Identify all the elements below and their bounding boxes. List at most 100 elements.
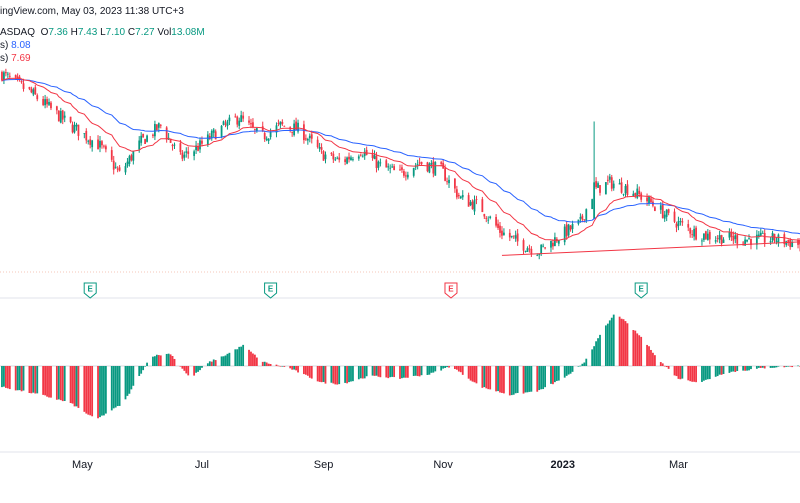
histogram-bar (373, 366, 376, 376)
histogram-bar (318, 366, 321, 382)
candle-body (604, 182, 607, 195)
histogram-bar (426, 366, 429, 375)
candle (483, 213, 486, 219)
histogram-bar (104, 366, 107, 414)
candle (665, 209, 668, 222)
ma-slow-prefix: s) (0, 40, 9, 51)
histogram-bar (283, 366, 286, 367)
candle-body (675, 223, 678, 228)
candle (648, 195, 650, 206)
histogram-bar (440, 366, 443, 371)
candle-body (142, 133, 145, 138)
histogram-bar (789, 366, 792, 367)
histogram-bar (552, 366, 554, 385)
candle (71, 121, 74, 134)
histogram-bar (293, 366, 296, 370)
candle (187, 146, 190, 159)
candle (501, 226, 503, 240)
candle (142, 133, 145, 138)
histogram-bar (473, 366, 476, 383)
histogram-bar (571, 366, 574, 372)
candle-body (536, 255, 539, 257)
histogram-bar (222, 356, 225, 366)
candle (32, 87, 35, 97)
candle (48, 98, 50, 107)
ma-slow-value: 8.08 (11, 40, 31, 51)
candle-body (330, 153, 333, 154)
candle-body (528, 248, 531, 250)
candle (385, 158, 388, 168)
candle-body (581, 215, 584, 220)
histogram-bar (320, 366, 323, 383)
candle (530, 246, 533, 258)
candle-body (277, 123, 280, 124)
candle-body (516, 233, 519, 242)
histogram-bar (130, 366, 133, 390)
candle (357, 154, 360, 161)
histogram-bar (444, 366, 446, 368)
candle-body (306, 138, 309, 141)
candle (612, 180, 615, 191)
candle-body (557, 240, 560, 244)
candle-body (103, 145, 105, 147)
histogram-bar (34, 366, 37, 394)
candle (44, 94, 46, 109)
candle (344, 156, 346, 166)
histogram-bar (769, 366, 772, 368)
candle (469, 199, 472, 207)
histogram-bar (357, 366, 360, 380)
candle-body (579, 216, 582, 219)
candle-body (346, 157, 348, 164)
candle (112, 155, 115, 175)
candle-body (357, 156, 360, 159)
x-axis: May Jul Sep Nov 2023 Mar (72, 459, 688, 471)
candle-body (212, 129, 215, 133)
candle (152, 133, 154, 139)
histogram-bar (242, 344, 245, 366)
candle (487, 216, 490, 224)
candle (755, 230, 758, 250)
candle (481, 196, 484, 213)
candle-body (126, 161, 129, 167)
candle-body (701, 240, 703, 242)
candle (179, 139, 182, 155)
histogram-bar (612, 314, 615, 366)
histogram-bar (610, 317, 613, 366)
candle (373, 150, 376, 160)
candle-body (114, 166, 117, 168)
candle (391, 163, 394, 169)
candle-body (510, 235, 513, 237)
candle-body (179, 143, 182, 152)
candle (97, 135, 99, 150)
candle-body (761, 232, 764, 234)
histogram-bar (448, 366, 450, 368)
histogram-bar (701, 366, 703, 382)
candle (703, 233, 705, 242)
oscillator-pane[interactable] (0, 314, 800, 419)
histogram-bar (430, 366, 433, 373)
candle (87, 139, 90, 145)
histogram-bar (297, 366, 299, 373)
candle-body (291, 131, 294, 133)
candle-body (620, 182, 623, 193)
candle (730, 228, 733, 242)
candle (748, 234, 750, 240)
candle (789, 237, 792, 250)
histogram-bar (4, 366, 7, 388)
candle-body (432, 161, 435, 174)
candle-body (110, 150, 113, 160)
ohlc-legend: ASDAQ O7.36 H7.43 L7.10 C7.27 Vol13.08M (0, 27, 205, 38)
candle-body (448, 179, 450, 184)
x-axis-tick-label: Jul (195, 459, 209, 471)
candle (457, 192, 460, 199)
candle-body (455, 189, 458, 198)
candle-body (416, 164, 419, 165)
candle-body (695, 227, 697, 240)
candle (540, 244, 543, 257)
candle-body (469, 202, 472, 206)
candle-body (636, 188, 639, 198)
candle-body (412, 168, 415, 176)
histogram-bar (146, 362, 148, 366)
